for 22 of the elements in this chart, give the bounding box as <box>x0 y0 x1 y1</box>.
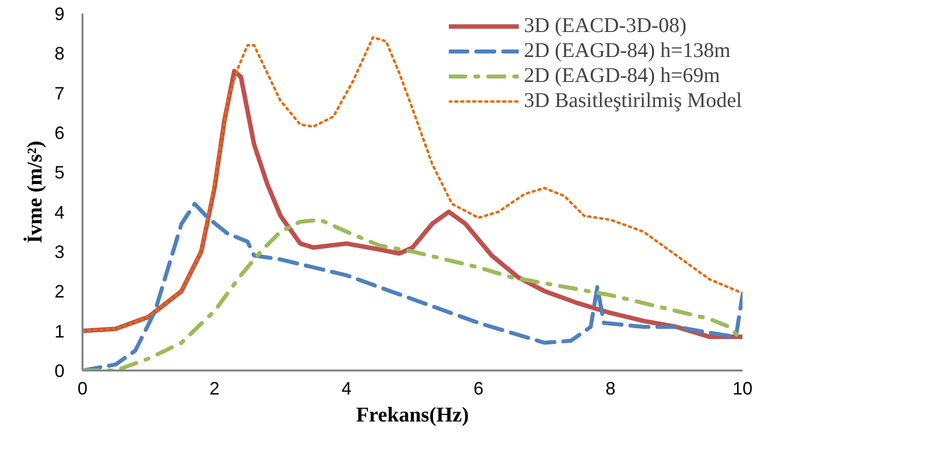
y-tick-label: 1 <box>54 321 65 342</box>
y-tick-label: 9 <box>54 4 65 24</box>
legend-label: 3D Basitleştirilmiş Model <box>524 88 742 113</box>
legend-label: 3D (EACD-3D-08) <box>524 13 687 38</box>
legend-label: 2D (EAGD-84) h=138m <box>524 38 730 63</box>
x-tick-label: 0 <box>77 378 88 398</box>
x-tick-label: 2 <box>209 378 220 398</box>
y-tick-label: 8 <box>54 44 65 64</box>
legend-label: 2D (EAGD-84) h=69m <box>524 63 720 88</box>
y-tick-label: 4 <box>54 202 65 222</box>
y-tick-label: 0 <box>54 361 65 381</box>
y-axis-title: İvme (m/s²) <box>22 140 46 244</box>
x-tick-label: 10 <box>732 378 753 398</box>
x-tick-label: 4 <box>341 378 352 398</box>
x-tick-label: 8 <box>605 378 616 398</box>
y-tick-label: 5 <box>54 162 65 183</box>
x-axis-title: Frekans(Hz) <box>356 402 469 426</box>
y-tick-label: 7 <box>54 83 65 104</box>
x-tick-label: 6 <box>473 378 484 398</box>
y-tick-label: 6 <box>54 123 65 143</box>
y-tick-label: 3 <box>54 242 65 262</box>
y-tick-label: 2 <box>54 282 65 302</box>
